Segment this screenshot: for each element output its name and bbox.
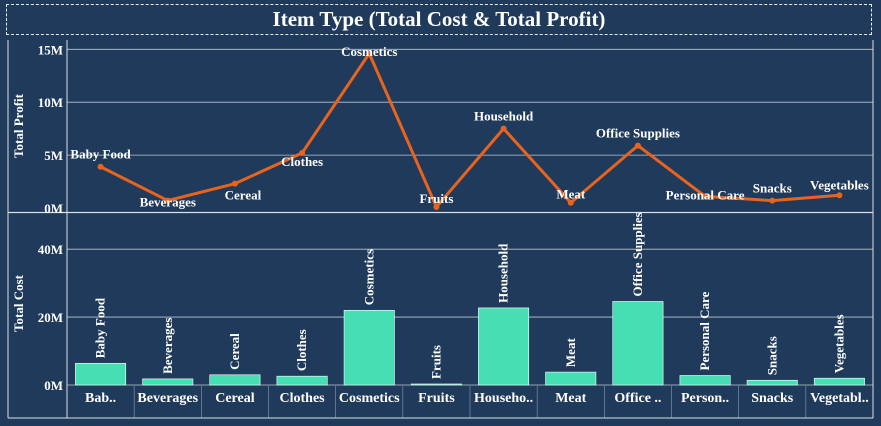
cost-bar [746,379,798,386]
category-tick-label: Beverages [137,391,198,406]
cost-bar [813,377,865,386]
profit-tick-label: 15M [38,42,63,57]
profit-data-label: Cereal [225,188,262,203]
cost-data-label: Baby Food [93,297,108,358]
chart-title-box: Item Type (Total Cost & Total Profit) [6,4,872,35]
cost-bar [209,374,261,386]
profit-data-label: Cosmetics [341,44,397,59]
profit-data-label: Fruits [419,191,453,206]
profit-line [99,52,840,209]
profit-point [500,125,507,132]
cost-bar [679,375,731,386]
profit-tick-label: 0M [44,201,63,216]
cost-data-label: Meat [563,338,578,368]
category-tick-label: Bab.. [85,391,116,406]
cost-bar [612,301,664,386]
category-tick-label: Fruits [418,391,455,406]
profit-data-label: Office Supplies [596,126,680,141]
profit-data-label: Clothes [281,154,323,169]
cost-data-label: Household [496,243,511,303]
cost-data-label: Fruits [428,345,443,379]
profit-point [231,180,238,187]
category-tick-label: Person.. [681,391,729,406]
profit-point [769,197,776,204]
profit-tick-label: 10M [38,95,63,110]
profit-point [164,197,171,204]
category-tick-label: Office .. [614,391,661,406]
chart-title: Item Type (Total Cost & Total Profit) [272,7,606,31]
profit-data-label: Baby Food [70,147,131,162]
cost-bar [478,307,530,386]
category-tick-label: Meat [555,391,586,406]
cost-tick-label: 40M [38,242,63,257]
profit-point [366,50,373,57]
profit-point [299,149,306,156]
profit-point [634,142,641,149]
profit-data-label: Meat [556,187,586,202]
profit-point [836,192,843,199]
cost-tick-label: 20M [38,310,63,325]
category-tick-label: Househo.. [474,391,533,406]
cost-data-label: Clothes [294,329,309,371]
cost-axis-title: Total Cost [11,274,26,332]
cost-data-label: Vegetables [831,314,846,373]
cost-data-label: Cosmetics [361,249,376,305]
profit-data-label: Personal Care [666,187,745,202]
cost-bar [75,362,127,386]
category-tick-label: Clothes [280,391,326,406]
profit-point [97,163,104,170]
cost-bar [545,371,597,386]
category-tick-label: Cosmetics [339,391,400,406]
cost-data-label: Cereal [227,333,242,370]
profit-tick-label: 5M [44,148,63,163]
category-tick-label: Cereal [215,391,254,406]
cost-data-label: Beverages [160,318,175,374]
profit-data-label: Beverages [140,195,196,210]
profit-point [567,199,574,206]
category-tick-label: Vegetabl.. [810,391,869,406]
cost-data-label: Office Supplies [630,212,645,296]
profit-point [433,203,440,210]
cost-data-label: Personal Care [697,291,712,370]
cost-bar [410,383,462,386]
cost-bar [343,309,395,386]
cost-bar [276,375,328,386]
profit-data-label: Snacks [753,181,792,196]
profit-data-label: Household [474,109,534,124]
profit-point [702,193,709,200]
profit-axis-title: Total Profit [11,93,26,158]
cost-data-label: Snacks [764,336,779,375]
profit-data-label: Vegetables [810,177,869,192]
category-tick-label: Snacks [751,391,794,406]
cost-tick-label: 0M [44,378,63,393]
cost-bar [142,378,194,386]
